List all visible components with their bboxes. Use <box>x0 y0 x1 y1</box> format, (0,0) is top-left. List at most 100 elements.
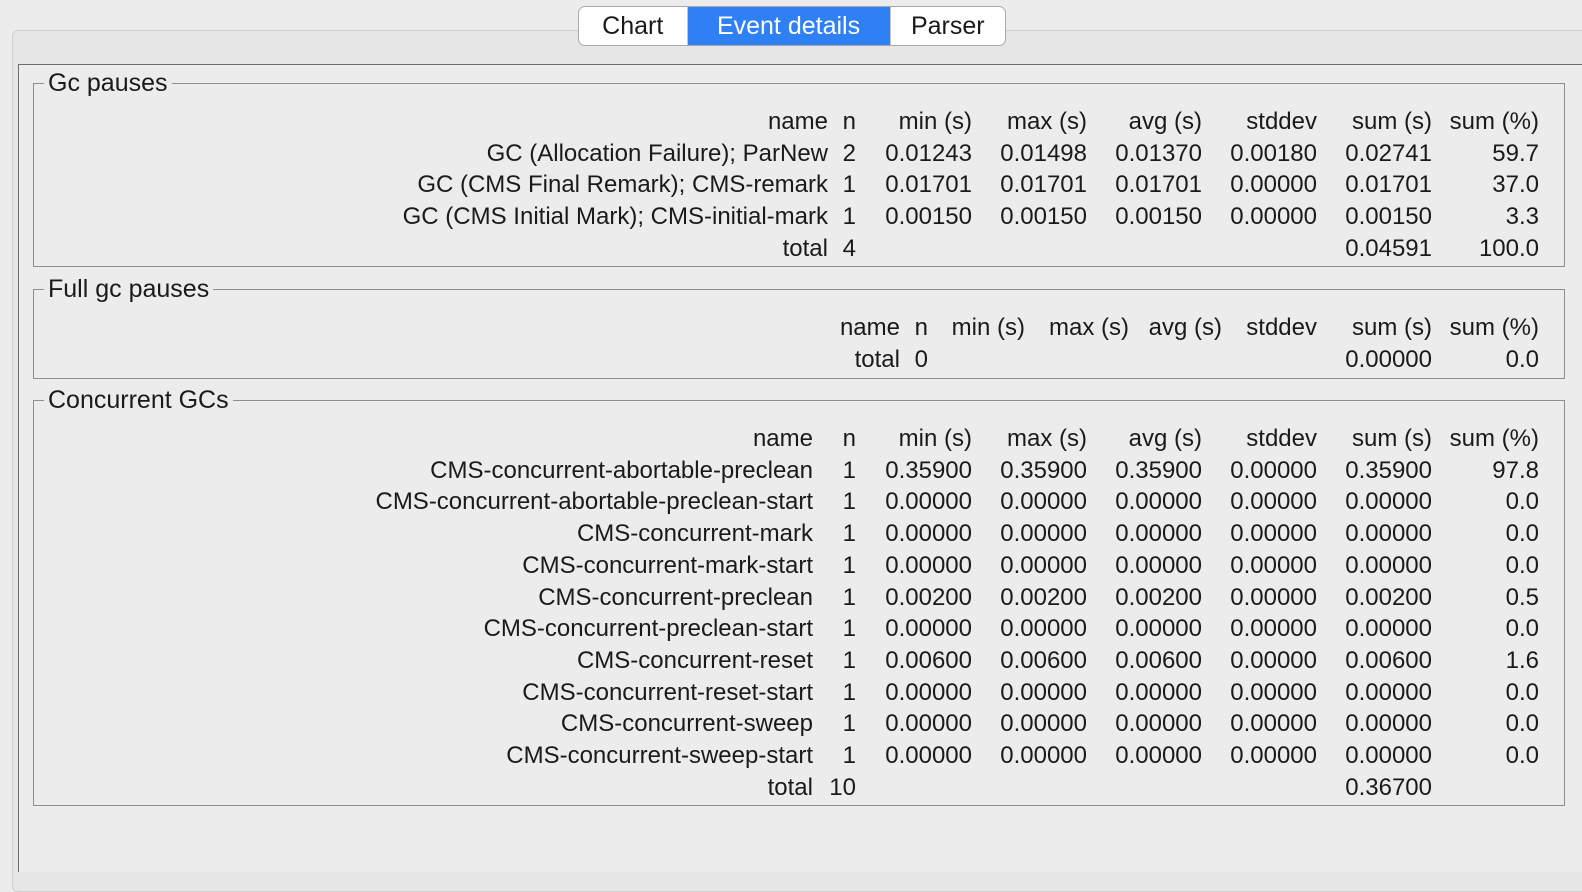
cell-max: 0.00600 <box>1000 646 1087 674</box>
cell-min: 0.00000 <box>885 551 972 579</box>
cell-max: 0.35900 <box>1000 456 1087 484</box>
cell-stddev: 0.00000 <box>1230 171 1317 199</box>
cell-sum-s: 0.04591 <box>1345 234 1432 262</box>
cell-min: 0.00000 <box>885 710 972 738</box>
cell-min: 0.00000 <box>885 520 972 548</box>
cell-name: CMS-concurrent-mark <box>576 520 813 548</box>
header-stddev: stddev <box>1246 425 1317 452</box>
cell-max: 0.00000 <box>1000 551 1087 579</box>
cell-avg: 0.01370 <box>1115 139 1202 167</box>
cell-n: 1 <box>842 742 856 769</box>
cell-min: 0.01243 <box>885 139 972 167</box>
table-header-row: name n min (s) max (s) avg (s) stddev sum (s) s… <box>34 106 1564 138</box>
cell-stddev: 0.00000 <box>1230 710 1317 738</box>
cell-sum-pct: 0.0 <box>1505 488 1539 516</box>
cell-n: 1 <box>842 583 856 611</box>
cell-name: CMS-concurrent-mark-start <box>522 551 813 579</box>
cell-max: 0.00000 <box>1000 488 1087 516</box>
cell-min: 0.00000 <box>885 488 972 516</box>
header-sum-s: sum (s) <box>1352 108 1432 135</box>
cell-sum-s: 0.00000 <box>1345 710 1432 738</box>
cell-max: 0.00000 <box>1000 615 1087 643</box>
gc-pauses-group: Gc pauses name n min (s) max (s) avg (s) stdd… <box>33 68 1565 267</box>
cell-sum-pct: 3.3 <box>1505 203 1539 231</box>
cell-avg: 0.00200 <box>1115 583 1202 611</box>
table-row: CMS-concurrent-preclean-start 1 0.00000 0.0… <box>34 613 1564 645</box>
cell-sum-s: 0.00000 <box>1345 520 1432 548</box>
cell-name: CMS-concurrent-reset-start <box>522 678 813 706</box>
cell-sum-s: 0.00000 <box>1345 678 1432 706</box>
cell-avg: 0.00000 <box>1115 742 1202 769</box>
cell-max: 0.00000 <box>1000 742 1087 769</box>
cell-n: 1 <box>842 615 856 643</box>
cell-name: GC (CMS Final Remark); CMS-remark <box>417 171 828 199</box>
cell-avg: 0.00000 <box>1115 615 1202 643</box>
cell-sum-pct: 97.8 <box>1492 456 1539 484</box>
cell-sum-s: 0.35900 <box>1345 456 1432 484</box>
cell-name: CMS-concurrent-sweep <box>560 710 813 738</box>
tab-event-details[interactable]: Event details <box>687 7 890 45</box>
header-min: min (s) <box>951 314 1025 341</box>
table-row: CMS-concurrent-abortable-preclean 1 0.3590… <box>34 455 1564 487</box>
cell-max: 0.00150 <box>1000 203 1087 231</box>
cell-name: total <box>782 234 828 262</box>
cell-sum-s: 0.00000 <box>1345 345 1432 373</box>
cell-sum-pct: 0.5 <box>1505 583 1539 611</box>
cell-min: 0.01701 <box>885 171 972 199</box>
cell-sum-pct: 0.0 <box>1505 345 1539 373</box>
header-n: n <box>842 108 856 135</box>
header-sum-pct: sum (%) <box>1449 108 1539 135</box>
cell-avg: 0.00150 <box>1115 203 1202 231</box>
cell-name: CMS-concurrent-sweep-start <box>506 742 813 769</box>
table-row: GC (CMS Initial Mark); CMS-initial-mark 1… <box>34 201 1564 233</box>
header-name: name <box>767 108 828 135</box>
concurrent-gcs-group: Concurrent GCs name n min (s) max (s) avg (s… <box>33 385 1565 806</box>
cell-sum-pct: 0.0 <box>1505 615 1539 643</box>
cell-max: 0.01701 <box>1000 171 1087 199</box>
cell-n: 1 <box>842 551 856 579</box>
tab-parser[interactable]: Parser <box>889 7 1005 45</box>
header-avg: avg (s) <box>1148 314 1222 341</box>
cell-sum-s: 0.36700 <box>1345 773 1432 801</box>
cell-stddev: 0.00000 <box>1230 742 1317 769</box>
cell-name: CMS-concurrent-abortable-preclean <box>430 456 813 484</box>
cell-max: 0.00200 <box>1000 583 1087 611</box>
header-sum-s: sum (s) <box>1352 425 1432 452</box>
table-header-row: name n min (s) max (s) avg (s) stddev sum (s) s… <box>34 312 1564 344</box>
table-row: total 10 0.36700 <box>34 772 1564 804</box>
cell-name: total <box>854 345 900 373</box>
header-avg: avg (s) <box>1128 425 1202 452</box>
header-n: n <box>842 425 856 452</box>
header-stddev: stddev <box>1246 108 1317 135</box>
cell-name: CMS-concurrent-preclean-start <box>483 615 813 643</box>
cell-avg: 0.01701 <box>1115 171 1202 199</box>
cell-min: 0.00150 <box>885 203 972 231</box>
cell-stddev: 0.00000 <box>1230 551 1317 579</box>
cell-min: 0.00600 <box>885 646 972 674</box>
cell-n: 0 <box>914 345 928 373</box>
header-sum-pct: sum (%) <box>1449 314 1539 341</box>
cell-sum-s: 0.00200 <box>1345 583 1432 611</box>
event-details-panel: Gc pauses name n min (s) max (s) avg (s) stdd… <box>18 64 1582 872</box>
header-n: n <box>914 314 928 341</box>
cell-n: 2 <box>842 139 856 167</box>
cell-stddev: 0.00000 <box>1230 678 1317 706</box>
tab-bar: Chart Event details Parser <box>578 6 1006 46</box>
gc-pauses-title: Gc pauses <box>44 68 172 98</box>
cell-sum-pct: 0.0 <box>1505 551 1539 579</box>
cell-sum-s: 0.00000 <box>1345 615 1432 643</box>
cell-sum-s: 0.01701 <box>1345 171 1432 199</box>
header-stddev: stddev <box>1246 314 1317 341</box>
cell-min: 0.00200 <box>885 583 972 611</box>
tab-chart[interactable]: Chart <box>579 7 688 45</box>
cell-avg: 0.00000 <box>1115 488 1202 516</box>
cell-sum-pct: 0.0 <box>1505 710 1539 738</box>
table-row: CMS-concurrent-abortable-preclean-start 1… <box>34 486 1564 518</box>
cell-avg: 0.35900 <box>1115 456 1202 484</box>
cell-name: total <box>767 773 813 801</box>
cell-sum-pct: 59.7 <box>1492 139 1539 167</box>
header-avg: avg (s) <box>1128 108 1202 135</box>
cell-name: CMS-concurrent-preclean <box>538 583 813 611</box>
table-row: CMS-concurrent-sweep-start 1 0.00000 0.0000… <box>34 740 1564 772</box>
table-row: CMS-concurrent-reset-start 1 0.00000 0.0000… <box>34 677 1564 709</box>
